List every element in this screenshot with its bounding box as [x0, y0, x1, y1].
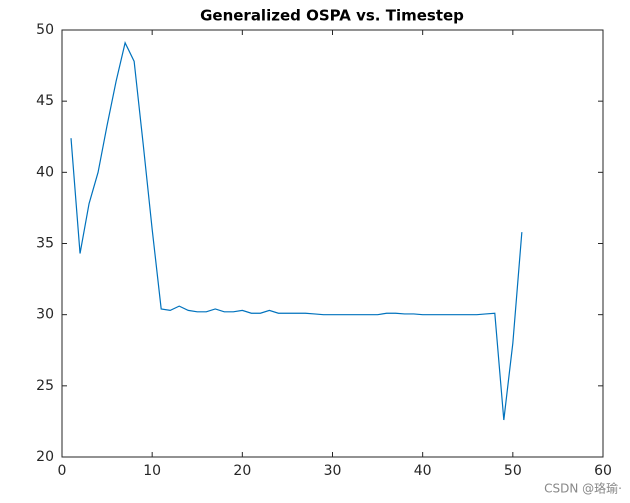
x-tick-label: 30	[324, 463, 342, 479]
x-tick-label: 40	[414, 463, 432, 479]
chart-title: Generalized OSPA vs. Timestep	[200, 7, 464, 25]
y-tick-label: 50	[36, 22, 54, 38]
x-tick-label: 10	[143, 463, 161, 479]
x-tick-label: 0	[58, 463, 67, 479]
x-tick-label: 20	[233, 463, 251, 479]
x-tick-label: 50	[504, 463, 522, 479]
y-tick-label: 20	[36, 449, 54, 465]
y-tick-label: 45	[36, 93, 54, 109]
watermark: CSDN @珞瑜·	[544, 481, 622, 496]
y-tick-label: 30	[36, 307, 54, 323]
y-tick-label: 40	[36, 164, 54, 180]
y-tick-label: 35	[36, 236, 54, 252]
x-tick-label: 60	[594, 463, 612, 479]
line	[70, 41, 523, 421]
y-tick-label: 25	[36, 378, 54, 394]
